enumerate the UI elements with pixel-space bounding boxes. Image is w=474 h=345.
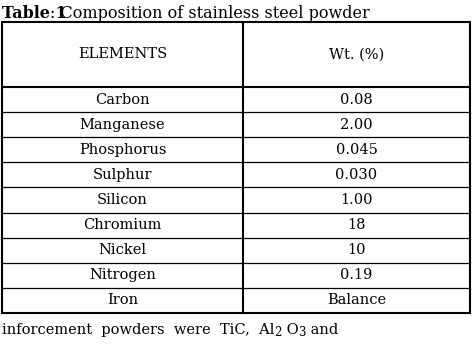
Text: Carbon: Carbon [95,92,150,107]
Text: inforcement  powders  were  TiC,  Al: inforcement powders were TiC, Al [2,323,274,337]
Text: Table 1: Table 1 [2,4,67,21]
Text: 1.00: 1.00 [340,193,373,207]
Text: : Composition of stainless steel powder: : Composition of stainless steel powder [50,4,370,21]
Text: 0.030: 0.030 [336,168,378,182]
Text: 2.00: 2.00 [340,118,373,132]
Text: 0.045: 0.045 [336,143,377,157]
Text: ELEMENTS: ELEMENTS [78,48,167,61]
Text: Balance: Balance [327,294,386,307]
Text: 0.08: 0.08 [340,92,373,107]
Text: 3: 3 [299,326,306,339]
Text: O: O [282,323,299,337]
Text: Silicon: Silicon [97,193,148,207]
Text: Manganese: Manganese [80,118,165,132]
Text: Sulphur: Sulphur [93,168,152,182]
Text: Chromium: Chromium [83,218,162,232]
Text: 0.19: 0.19 [340,268,373,282]
Text: 2: 2 [274,326,282,339]
Text: Wt. (%): Wt. (%) [329,48,384,61]
Text: Nickel: Nickel [99,243,146,257]
Text: Nitrogen: Nitrogen [89,268,156,282]
Text: 10: 10 [347,243,366,257]
Bar [2,22,470,313]
Text: Phosphorus: Phosphorus [79,143,166,157]
Text: and: and [306,323,338,337]
Text: Iron: Iron [107,294,138,307]
Text: 18: 18 [347,218,366,232]
